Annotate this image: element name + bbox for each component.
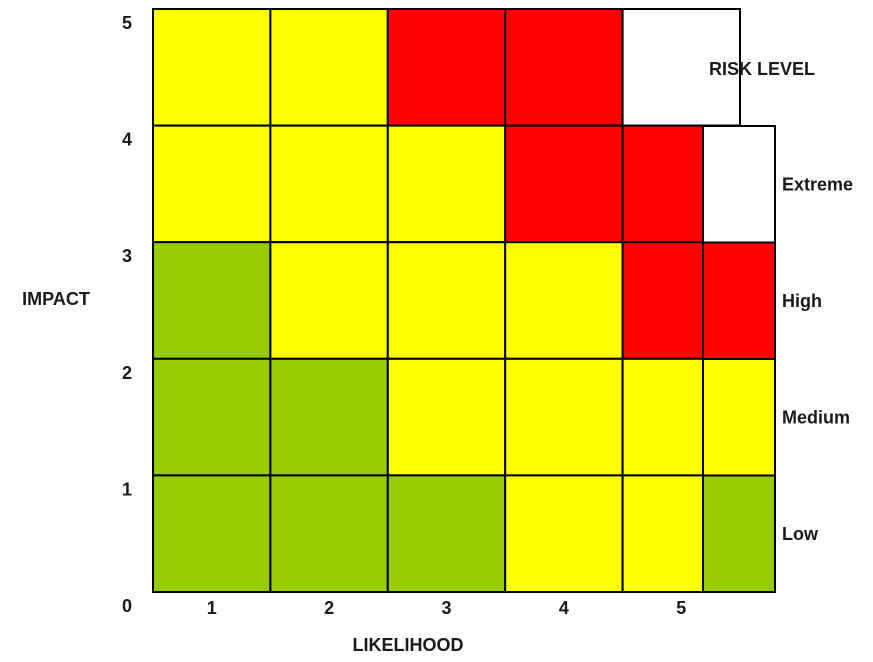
y-tick-label: 3 <box>122 246 132 266</box>
matrix-cell-impact-4-likelihood-1 <box>152 124 272 244</box>
matrix-cell-impact-2-likelihood-4 <box>504 357 624 477</box>
matrix-cell-impact-3-likelihood-3 <box>386 241 507 360</box>
y-tick-label: 1 <box>122 479 132 499</box>
x-tick-label: 3 <box>441 598 451 618</box>
matrix-cell-impact-4-likelihood-3 <box>386 124 507 244</box>
matrix-cell-impact-5-likelihood-1 <box>152 8 272 127</box>
matrix-cell-impact-1-likelihood-4 <box>504 474 624 593</box>
legend-label-high: High <box>782 291 822 311</box>
matrix-cell-impact-5-likelihood-4 <box>504 8 624 127</box>
y-tick-label: 5 <box>122 13 132 33</box>
matrix-cell-impact-2-likelihood-3 <box>386 357 507 477</box>
y-tick-label: 2 <box>122 363 132 383</box>
origin-label: 0 <box>122 596 132 616</box>
x-tick-label: 5 <box>676 598 686 618</box>
x-axis-label: LIKELIHOOD <box>353 635 464 655</box>
matrix-cells <box>152 8 741 593</box>
matrix-cell-impact-1-likelihood-2 <box>269 474 389 593</box>
legend-label-extreme: Extreme <box>782 174 853 194</box>
legend-swatch-extreme <box>702 125 776 244</box>
matrix-cell-impact-2-likelihood-2 <box>269 357 389 477</box>
legend-label-medium: Medium <box>782 407 850 427</box>
matrix-cell-impact-4-likelihood-4 <box>504 124 624 244</box>
matrix-cell-impact-5-likelihood-2 <box>269 8 389 127</box>
matrix-cell-impact-4-likelihood-2 <box>269 124 389 244</box>
y-axis-label: IMPACT <box>22 289 90 309</box>
matrix-cell-impact-3-likelihood-2 <box>269 241 389 360</box>
matrix-cell-impact-5-likelihood-3 <box>386 8 507 127</box>
x-axis-ticks: 1 2 3 4 5 <box>207 598 687 618</box>
x-tick-label: 2 <box>324 598 334 618</box>
matrix-cell-impact-3-likelihood-4 <box>504 241 624 360</box>
legend-label-low: Low <box>782 524 819 544</box>
matrix-cell-impact-5-likelihood-5 <box>621 8 741 127</box>
x-tick-label: 4 <box>559 598 569 618</box>
x-tick-label: 1 <box>207 598 217 618</box>
matrix-cell-impact-2-likelihood-1 <box>152 357 272 477</box>
legend-title: RISK LEVEL <box>709 59 815 79</box>
legend-swatch-low <box>702 474 776 593</box>
matrix-cell-impact-3-likelihood-1 <box>152 241 272 360</box>
matrix-cell-impact-1-likelihood-1 <box>152 474 272 593</box>
legend-swatch-high <box>702 241 776 360</box>
legend-items: Extreme High Medium Low <box>702 125 853 593</box>
y-tick-label: 4 <box>122 130 132 150</box>
matrix-cell-impact-1-likelihood-3 <box>386 474 507 593</box>
legend-swatch-medium <box>702 358 776 477</box>
legend: RISK LEVEL Extreme High Medium Low <box>702 59 853 593</box>
y-axis-ticks: 1 2 3 4 5 <box>122 13 132 499</box>
